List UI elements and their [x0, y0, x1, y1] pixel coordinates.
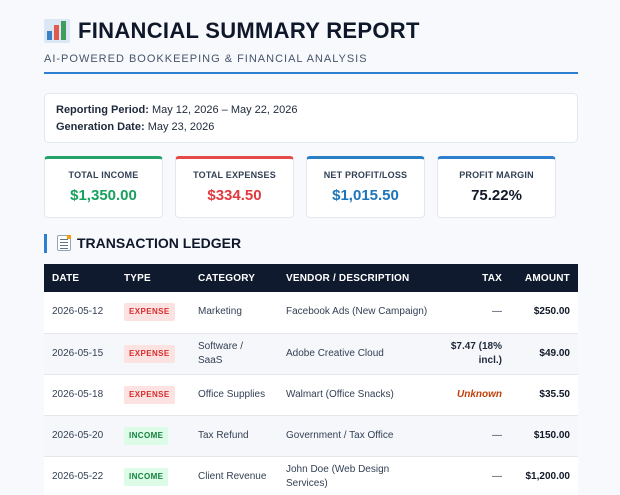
type-badge-income: INCOME	[124, 467, 169, 486]
generation-date: Generation Date: May 23, 2026	[56, 119, 566, 136]
kpi-label: TOTAL EXPENSES	[193, 170, 276, 180]
cell-category: Office Supplies	[198, 388, 266, 400]
cell-type: EXPENSE	[116, 292, 190, 333]
column-header-amount[interactable]: AMOUNT	[524, 272, 570, 284]
cell-category: Client Revenue	[198, 470, 267, 482]
cell-vendor: John Doe (Web Design Services)	[286, 463, 390, 489]
report-header: FINANCIAL SUMMARY REPORT AI-POWERED BOOK…	[44, 14, 578, 65]
cell-amount: $1,200.00	[525, 470, 571, 482]
column-header-date[interactable]: DATE	[52, 272, 80, 284]
title-row: FINANCIAL SUMMARY REPORT	[44, 14, 578, 48]
reporting-period: Reporting Period: May 12, 2026 – May 22,…	[56, 102, 566, 119]
table-row[interactable]: 2026-05-12 EXPENSE Marketing Facebook Ad…	[44, 292, 578, 333]
kpi-value: 75.22%	[471, 187, 522, 204]
cell-vendor: Adobe Creative Cloud	[286, 347, 384, 359]
reporting-period-value: May 12, 2026 – May 22, 2026	[151, 104, 298, 116]
kpi-value: $1,015.50	[332, 187, 399, 204]
cell-amount: $35.50	[539, 388, 570, 400]
cell-type: EXPENSE	[116, 333, 190, 374]
cell-vendor: Facebook Ads (New Campaign)	[286, 306, 428, 318]
table-row[interactable]: 2026-05-18 EXPENSE Office Supplies Walma…	[44, 374, 578, 415]
ledger-table: DATE TYPE CATEGORY VENDOR / DESCRIPTION …	[44, 264, 578, 495]
type-badge-expense: EXPENSE	[124, 344, 175, 363]
bar-chart-icon	[44, 19, 70, 43]
column-header-type[interactable]: TYPE	[124, 272, 151, 284]
chart-icon-bar	[61, 21, 66, 40]
cell-tax: —	[492, 429, 502, 441]
column-header-tax[interactable]: TAX	[482, 272, 502, 284]
kpi-value: $334.50	[207, 187, 262, 204]
cell-tax: $7.47 (18% incl.)	[450, 340, 502, 366]
page-subtitle: AI-POWERED BOOKKEEPING & FINANCIAL ANALY…	[44, 53, 368, 65]
table-row[interactable]: 2026-05-20 INCOME Tax Refund Government …	[44, 415, 578, 456]
transaction-ledger-table: DATE TYPE CATEGORY VENDOR / DESCRIPTION …	[44, 264, 578, 495]
cell-category: Software / SaaS	[198, 340, 244, 366]
cell-amount: $150.00	[533, 429, 570, 441]
cell-date: 2026-05-22	[52, 470, 104, 482]
cell-vendor: Walmart (Office Snacks)	[286, 388, 394, 400]
cell-date: 2026-05-15	[52, 347, 104, 359]
cell-type: EXPENSE	[116, 374, 190, 415]
generation-date-value: May 23, 2026	[147, 121, 215, 133]
type-badge-expense: EXPENSE	[124, 385, 175, 404]
generation-date-label: Generation Date:	[56, 121, 145, 133]
report-info-box: Reporting Period: May 12, 2026 – May 22,…	[44, 93, 578, 143]
table-header: DATE TYPE CATEGORY VENDOR / DESCRIPTION …	[44, 264, 578, 292]
cell-date: 2026-05-18	[52, 388, 104, 400]
cell-tax-unknown: Unknown	[457, 388, 502, 400]
chart-icon-bar	[54, 25, 59, 40]
ledger-title: TRANSACTION LEDGER	[77, 235, 242, 251]
cell-amount: $49.00	[539, 347, 570, 359]
chart-icon-bar	[47, 31, 52, 40]
page-title: FINANCIAL SUMMARY REPORT	[78, 18, 420, 43]
table-row[interactable]: 2026-05-15 EXPENSE Software / SaaS Adobe…	[44, 333, 578, 374]
table-row[interactable]: 2026-05-22 INCOME Client Revenue John Do…	[44, 456, 578, 495]
kpi-cards: TOTAL INCOME $1,350.00 TOTAL EXPENSES $3…	[44, 156, 578, 218]
header-divider	[44, 72, 578, 74]
cell-tax: —	[492, 306, 502, 318]
column-header-vendor[interactable]: VENDOR / DESCRIPTION	[286, 272, 410, 284]
column-header-category[interactable]: CATEGORY	[198, 272, 256, 284]
cell-date: 2026-05-20	[52, 429, 104, 441]
cell-category: Marketing	[198, 306, 242, 318]
ledger-icon	[57, 235, 71, 251]
kpi-value: $1,350.00	[70, 187, 137, 204]
cell-vendor: Government / Tax Office	[286, 429, 394, 441]
table-body: 2026-05-12 EXPENSE Marketing Facebook Ad…	[44, 292, 578, 495]
kpi-profit-margin: PROFIT MARGIN 75.22%	[437, 156, 556, 218]
cell-category: Tax Refund	[198, 429, 249, 441]
ledger-section-header: TRANSACTION LEDGER	[44, 233, 241, 253]
type-badge-expense: EXPENSE	[124, 303, 175, 322]
kpi-net-profit-loss: NET PROFIT/LOSS $1,015.50	[306, 156, 425, 218]
cell-date: 2026-05-12	[52, 306, 104, 318]
cell-type: INCOME	[116, 415, 190, 456]
type-badge-income: INCOME	[124, 426, 169, 445]
cell-tax: —	[492, 470, 502, 482]
section-accent-bar	[44, 233, 47, 253]
table-header-row: DATE TYPE CATEGORY VENDOR / DESCRIPTION …	[44, 264, 578, 292]
reporting-period-label: Reporting Period:	[56, 104, 149, 116]
cell-amount: $250.00	[533, 306, 570, 318]
kpi-label: TOTAL INCOME	[68, 170, 139, 180]
kpi-total-income: TOTAL INCOME $1,350.00	[44, 156, 163, 218]
kpi-label: PROFIT MARGIN	[459, 170, 534, 180]
kpi-total-expenses: TOTAL EXPENSES $334.50	[175, 156, 294, 218]
kpi-label: NET PROFIT/LOSS	[323, 170, 408, 180]
cell-type: INCOME	[116, 456, 190, 495]
